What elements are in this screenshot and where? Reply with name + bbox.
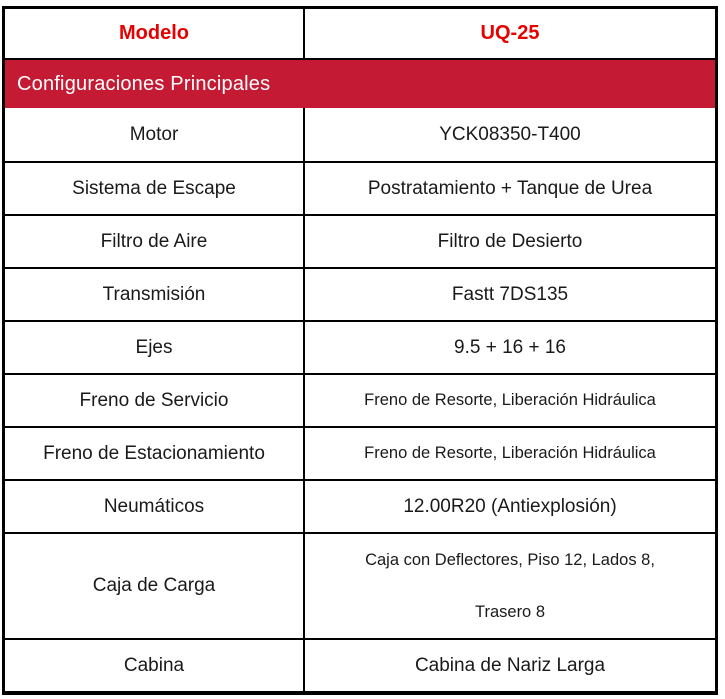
spec-label: Caja de Carga bbox=[5, 534, 305, 638]
spec-value-line: Postratamiento + Tanque de Urea bbox=[367, 177, 653, 199]
spec-value-line: Freno de Resorte, Liberación Hidráulica bbox=[364, 391, 656, 410]
header-cell-modelo: Modelo bbox=[5, 9, 305, 58]
spec-value: 9.5 + 16 + 16 bbox=[305, 322, 715, 373]
spec-label: Freno de Estacionamiento bbox=[5, 428, 305, 479]
spec-label: Ejes bbox=[5, 322, 305, 373]
spec-value: 12.00R20 (Antiexplosión) bbox=[305, 481, 715, 532]
section-banner: Configuraciones Principales bbox=[5, 58, 715, 108]
table-row: Freno de Servicio Freno de Resorte, Liber… bbox=[5, 373, 715, 426]
spec-label: Motor bbox=[5, 108, 305, 161]
spec-value: Caja con Deflectores, Piso 12, Lados 8, T… bbox=[305, 534, 715, 638]
section-banner-label: Configuraciones Principales bbox=[17, 72, 271, 95]
spec-value: Cabina de Nariz Larga bbox=[305, 640, 715, 691]
spec-value-line: Freno de Resorte, Liberación Hidráulica bbox=[364, 444, 656, 463]
table-row: Motor YCK08350-T400 bbox=[5, 108, 715, 161]
spec-value-line: 9.5 + 16 + 16 bbox=[454, 336, 566, 358]
spec-label: Transmisión bbox=[5, 269, 305, 320]
table-row: Ejes 9.5 + 16 + 16 bbox=[5, 320, 715, 373]
table-row: Neumáticos 12.00R20 (Antiexplosión) bbox=[5, 479, 715, 532]
spec-value: Freno de Resorte, Liberación Hidráulica bbox=[305, 428, 715, 479]
table-row: Transmisión Fastt 7DS135 bbox=[5, 267, 715, 320]
spec-value: Postratamiento + Tanque de Urea bbox=[305, 163, 715, 214]
spec-value: Filtro de Desierto bbox=[305, 216, 715, 267]
spec-value-line: Cabina de Nariz Larga bbox=[414, 654, 606, 676]
spec-table: Modelo UQ-25 Configuraciones Principales… bbox=[2, 6, 718, 695]
spec-value: Fastt 7DS135 bbox=[305, 269, 715, 320]
table-row: Freno de Estacionamiento Freno de Resorte… bbox=[5, 426, 715, 479]
spec-label: Neumáticos bbox=[5, 481, 305, 532]
header-cell-model-name: UQ-25 bbox=[480, 22, 540, 44]
spec-label: Freno de Servicio bbox=[5, 375, 305, 426]
table-header-row: Modelo UQ-25 bbox=[5, 9, 715, 58]
spec-value-line: 12.00R20 (Antiexplosión) bbox=[403, 495, 617, 517]
spec-value: Freno de Resorte, Liberación Hidráulica bbox=[305, 375, 715, 426]
spec-label: Cabina bbox=[5, 640, 305, 691]
table-row: Cabina Cabina de Nariz Larga bbox=[5, 638, 715, 691]
spec-label: Filtro de Aire bbox=[5, 216, 305, 267]
table-row: Filtro de Aire Filtro de Desierto bbox=[5, 214, 715, 267]
spec-value-line: Trasero 8 bbox=[475, 602, 545, 621]
spec-value-line: Filtro de Desierto bbox=[437, 230, 583, 252]
spec-value-line: Fastt 7DS135 bbox=[451, 283, 569, 305]
table-row: Sistema de Escape Postratamiento + Tanque… bbox=[5, 161, 715, 214]
table-body: Motor YCK08350-T400 Sistema de Escape Postr… bbox=[5, 108, 715, 691]
spec-label: Sistema de Escape bbox=[5, 163, 305, 214]
table-row: Caja de Carga Caja con Deflectores, Piso … bbox=[5, 532, 715, 638]
spec-value-line: YCK08350-T400 bbox=[439, 123, 581, 145]
spec-value: YCK08350-T400 bbox=[305, 108, 715, 161]
spec-value-line: Caja con Deflectores, Piso 12, Lados 8, bbox=[365, 550, 655, 569]
